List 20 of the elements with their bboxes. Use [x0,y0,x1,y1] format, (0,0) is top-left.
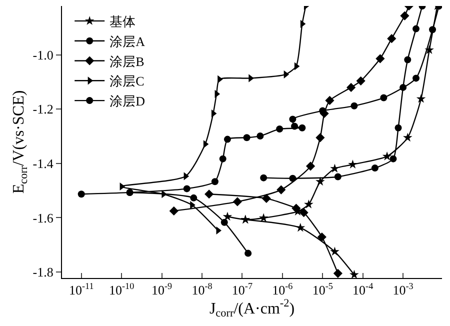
x-tick-label: 10$^{-10}$ [109,281,135,298]
x-axis-title: J$_{corr}$/(A·cm$^{-2}$) [209,298,295,320]
legend-label: 涂层A [110,34,146,49]
y-tick-label: -1.4 [32,156,54,171]
x-tick-label: 10$^{-8}$ [192,281,213,298]
y-tick-label: -1.2 [32,102,54,117]
x-tick-label: 10$^{-11}$ [68,281,94,298]
x-tick-label: 10$^{-5}$ [312,281,334,298]
y-tick-label: -1.0 [32,47,54,62]
x-tick-label: 10$^{-6}$ [272,281,294,298]
y-tick-label: -1.6 [32,210,54,226]
legend-label: 涂层C [110,74,144,89]
legend-label: 基体 [110,14,136,30]
x-tick-label: 10$^{-9}$ [151,281,173,298]
legend-label: 涂层D [110,94,145,109]
x-tick-label: 10$^{-3}$ [392,281,414,298]
legend-label: 涂层B [110,54,145,69]
y-tick-label: -1.8 [32,264,54,280]
x-tick-label: 10$^{-7}$ [232,281,253,298]
x-tick-label: 10$^{-4}$ [352,281,374,298]
